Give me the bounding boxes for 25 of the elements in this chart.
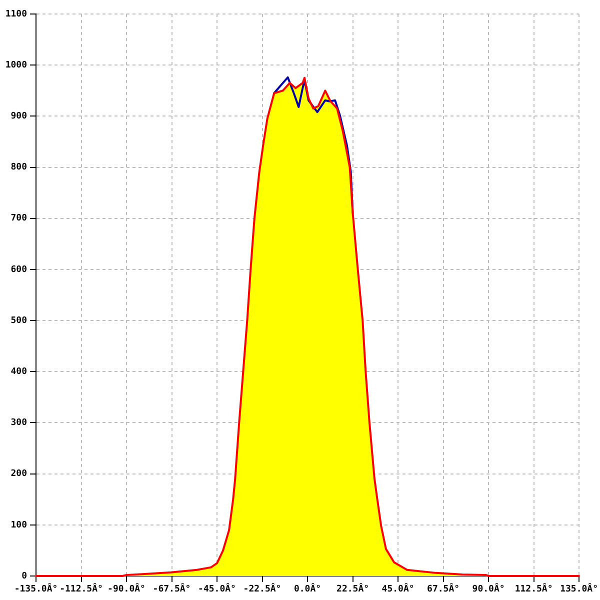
x-tick-label: -45.0Â° [198,582,236,595]
x-tick-label: -112.5Â° [60,582,103,595]
y-tick-label: 400 [10,366,27,377]
y-tick-label: 200 [10,469,27,480]
x-tick-label: -135.0Â° [14,582,58,595]
x-tick-label: 67.5Â° [427,582,460,595]
y-tick-label: 900 [10,112,27,122]
y-tick-label: 800 [10,162,27,173]
x-tick-label: 90.0Â° [472,582,505,595]
x-tick-label: 45.0Â° [382,582,414,595]
y-tick-label: 0 [22,571,27,582]
x-tick-label: -67.5Â° [152,582,191,595]
x-tick-label: -90.0Â° [108,582,146,595]
y-tick-label: 700 [10,214,27,224]
y-tick-label: 100 [10,520,27,530]
x-tick-label: 112.5Â° [514,582,553,595]
y-tick-label: 500 [10,316,27,326]
x-tick-label: 135.0Â° [560,582,598,595]
x-tick-label: 22.5Â° [336,582,370,595]
y-tick-label: 300 [10,418,27,428]
x-tick-label: 0.0Â° [294,582,322,595]
y-tick-label: 1100 [5,9,27,20]
y-tick-label: 600 [10,264,27,275]
y-tick-label: 1000 [5,60,27,70]
x-tick-label: -22.5Â° [243,582,282,595]
